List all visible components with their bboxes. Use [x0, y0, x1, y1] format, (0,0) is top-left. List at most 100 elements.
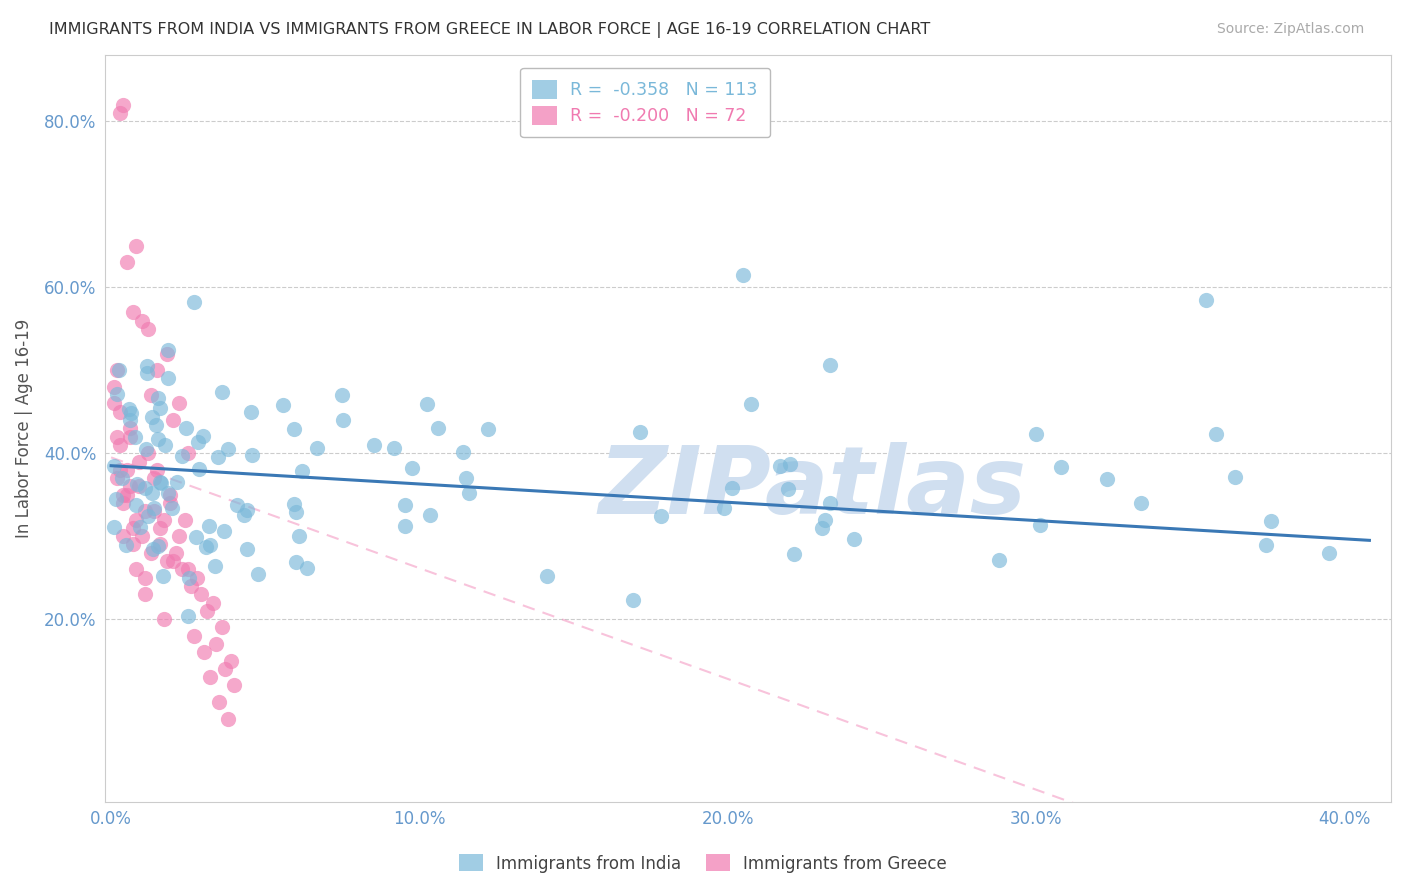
- Point: [842, 532, 865, 546]
- Point: [105, 363, 128, 377]
- Point: [167, 396, 190, 410]
- Point: [186, 530, 208, 544]
- Point: [177, 446, 200, 460]
- Point: [124, 430, 146, 444]
- Point: [224, 678, 246, 692]
- Point: [105, 430, 128, 444]
- Point: [416, 397, 439, 411]
- Point: [208, 695, 231, 709]
- Point: [225, 499, 247, 513]
- Point: [134, 587, 156, 601]
- Point: [811, 521, 834, 535]
- Point: [1195, 293, 1218, 307]
- Point: [112, 496, 135, 510]
- Legend: R =  -0.358   N = 113, R =  -0.200   N = 72: R = -0.358 N = 113, R = -0.200 N = 72: [520, 68, 770, 137]
- Point: [115, 255, 138, 269]
- Point: [143, 504, 166, 518]
- Point: [176, 421, 198, 435]
- Point: [207, 450, 229, 464]
- Point: [205, 637, 228, 651]
- Point: [141, 485, 163, 500]
- Point: [204, 558, 226, 573]
- Point: [330, 388, 353, 402]
- Point: [107, 363, 129, 377]
- Point: [143, 471, 166, 485]
- Point: [146, 463, 169, 477]
- Point: [232, 508, 254, 523]
- Point: [235, 541, 257, 556]
- Point: [1025, 427, 1047, 442]
- Point: [456, 471, 478, 485]
- Point: [1095, 472, 1118, 486]
- Point: [125, 498, 148, 512]
- Point: [987, 553, 1010, 567]
- Point: [1205, 426, 1227, 441]
- Point: [235, 503, 257, 517]
- Point: [136, 366, 159, 380]
- Point: [110, 405, 132, 419]
- Point: [121, 305, 143, 319]
- Point: [118, 430, 141, 444]
- Point: [195, 604, 218, 618]
- Point: [650, 508, 672, 523]
- Point: [115, 463, 138, 477]
- Point: [733, 268, 755, 282]
- Point: [177, 562, 200, 576]
- Point: [159, 488, 181, 502]
- Point: [162, 413, 184, 427]
- Point: [153, 438, 176, 452]
- Point: [201, 596, 224, 610]
- Point: [112, 98, 135, 112]
- Point: [536, 569, 558, 583]
- Point: [167, 529, 190, 543]
- Point: [162, 554, 184, 568]
- Point: [125, 239, 148, 253]
- Point: [221, 654, 243, 668]
- Point: [136, 509, 159, 524]
- Point: [162, 500, 184, 515]
- Point: [110, 106, 132, 120]
- Point: [183, 294, 205, 309]
- Point: [150, 476, 173, 491]
- Point: [458, 485, 481, 500]
- Text: IMMIGRANTS FROM INDIA VS IMMIGRANTS FROM GREECE IN LABOR FORCE | AGE 16-19 CORRE: IMMIGRANTS FROM INDIA VS IMMIGRANTS FROM…: [49, 22, 931, 38]
- Point: [131, 529, 153, 543]
- Point: [112, 529, 135, 543]
- Point: [382, 441, 405, 455]
- Point: [170, 450, 193, 464]
- Point: [121, 537, 143, 551]
- Point: [166, 475, 188, 489]
- Point: [152, 569, 174, 583]
- Point: [177, 571, 200, 585]
- Point: [211, 385, 233, 400]
- Point: [813, 512, 835, 526]
- Point: [180, 579, 202, 593]
- Point: [118, 421, 141, 435]
- Point: [195, 540, 218, 554]
- Point: [332, 413, 354, 427]
- Point: [127, 476, 149, 491]
- Point: [779, 457, 801, 471]
- Point: [419, 508, 441, 522]
- Point: [146, 432, 169, 446]
- Point: [141, 546, 163, 560]
- Point: [720, 481, 742, 495]
- Point: [105, 471, 128, 485]
- Point: [170, 562, 193, 576]
- Point: [157, 370, 180, 384]
- Point: [451, 445, 474, 459]
- Point: [198, 519, 221, 533]
- Point: [136, 446, 159, 460]
- Point: [394, 498, 416, 512]
- Point: [198, 670, 221, 684]
- Point: [125, 513, 148, 527]
- Point: [156, 554, 179, 568]
- Point: [212, 524, 235, 538]
- Point: [285, 505, 308, 519]
- Point: [128, 479, 150, 493]
- Point: [141, 410, 163, 425]
- Point: [120, 406, 142, 420]
- Point: [111, 470, 134, 484]
- Point: [142, 541, 165, 556]
- Point: [118, 479, 141, 493]
